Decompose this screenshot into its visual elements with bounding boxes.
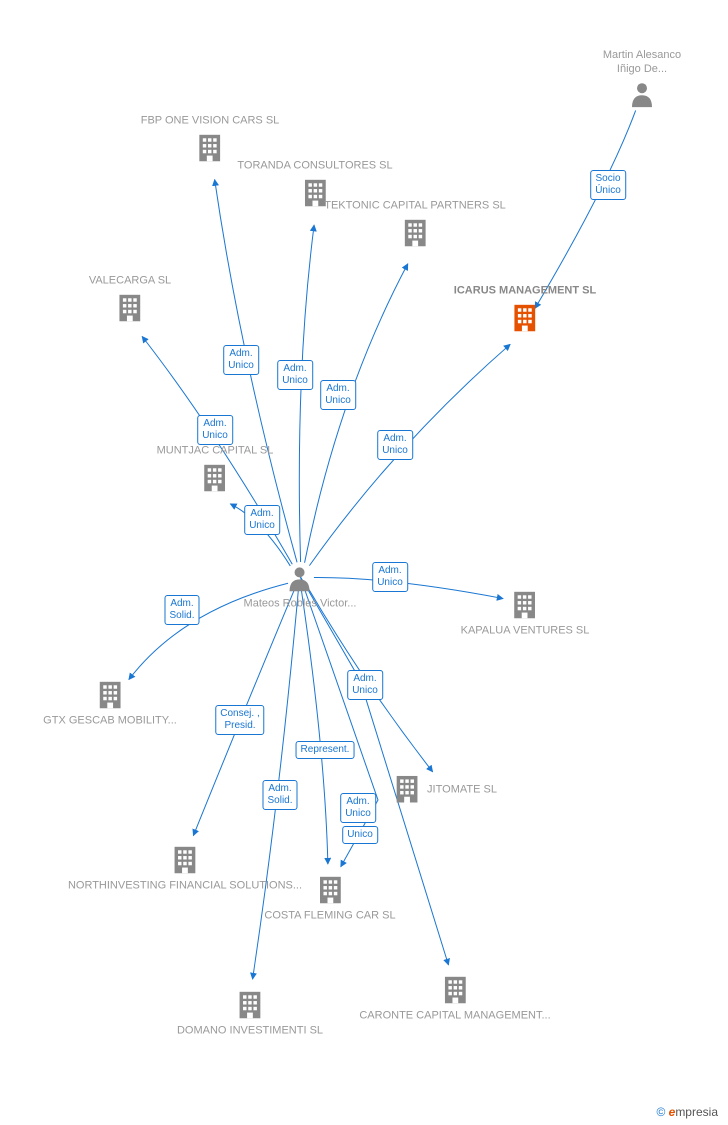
- person-icon: [244, 565, 357, 596]
- edge-label: Adm. Unico: [277, 360, 313, 390]
- person-node[interactable]: Mateos Robles Victor...: [244, 565, 357, 614]
- node-label: JITOMATE SL: [427, 783, 497, 797]
- edge: [299, 225, 314, 562]
- node-label: TORANDA CONSULTORES SL: [237, 158, 392, 172]
- node-label: ICARUS MANAGEMENT SL: [454, 283, 596, 297]
- company-node[interactable]: GTX GESCAB MOBILITY...: [43, 678, 177, 731]
- edge-label: Represent.: [296, 741, 355, 759]
- company-node[interactable]: ICARUS MANAGEMENT SL: [454, 283, 596, 336]
- network-canvas: Martin Alesanco Iñigo De... FBP ONE VISI…: [0, 0, 728, 1125]
- person-node[interactable]: Martin Alesanco Iñigo De...: [599, 48, 685, 112]
- edge-label: Consej. , Presid.: [215, 705, 264, 735]
- node-label: TEKTONIC CAPITAL PARTNERS SL: [324, 198, 506, 212]
- building-icon: [461, 588, 590, 623]
- node-label: CARONTE CAPITAL MANAGEMENT...: [359, 1008, 550, 1022]
- company-node[interactable]: MUNTJAC CAPITAL SL: [157, 443, 274, 496]
- edge-label: Adm. Unico: [244, 505, 280, 535]
- edge-label: Unico: [342, 826, 378, 844]
- person-icon: [599, 81, 685, 112]
- edge-label: Adm. Unico: [377, 430, 413, 460]
- node-label: COSTA FLEMING CAR SL: [264, 908, 395, 922]
- edge-label: Adm. Unico: [372, 562, 408, 592]
- edge-label: Adm. Unico: [320, 380, 356, 410]
- building-icon: [264, 873, 395, 908]
- node-label: GTX GESCAB MOBILITY...: [43, 713, 177, 727]
- copyright-symbol: ©: [656, 1105, 665, 1119]
- company-node[interactable]: COSTA FLEMING CAR SL: [264, 873, 395, 926]
- node-label: VALECARGA SL: [89, 273, 171, 287]
- building-icon: [157, 462, 274, 497]
- edge-label: Socio Único: [590, 170, 626, 200]
- edge-label: Adm. Solid.: [164, 595, 199, 625]
- edge-label: Adm. Solid.: [262, 780, 297, 810]
- edge-label: Adm. Unico: [223, 345, 259, 375]
- node-label: Martin Alesanco Iñigo De...: [599, 48, 685, 77]
- building-icon: [89, 292, 171, 327]
- node-label: FBP ONE VISION CARS SL: [141, 113, 280, 127]
- edge-label: Adm. Unico: [340, 793, 376, 823]
- footer-credit: © empresia: [656, 1105, 718, 1119]
- node-label: DOMANO INVESTIMENTI SL: [177, 1023, 323, 1037]
- building-icon: [324, 217, 506, 252]
- edge: [300, 576, 378, 867]
- edge: [535, 110, 636, 308]
- building-icon: [454, 302, 596, 337]
- node-label: KAPALUA VENTURES SL: [461, 623, 590, 637]
- edge-label: Adm. Unico: [197, 415, 233, 445]
- company-node[interactable]: DOMANO INVESTIMENTI SL: [177, 988, 323, 1041]
- node-label: Mateos Robles Victor...: [244, 596, 357, 610]
- company-node[interactable]: KAPALUA VENTURES SL: [461, 588, 590, 641]
- node-label: MUNTJAC CAPITAL SL: [157, 443, 274, 457]
- brand-rest: mpresia: [675, 1105, 718, 1119]
- company-node[interactable]: JITOMATE SL: [393, 773, 497, 808]
- company-node[interactable]: VALECARGA SL: [89, 273, 171, 326]
- building-icon: [43, 678, 177, 713]
- edge: [301, 590, 328, 864]
- building-icon: [177, 988, 323, 1023]
- building-icon: [359, 973, 550, 1008]
- edge: [305, 264, 408, 563]
- company-node[interactable]: TEKTONIC CAPITAL PARTNERS SL: [324, 198, 506, 251]
- building-icon: [393, 773, 421, 808]
- edge-label: Adm. Unico: [347, 670, 383, 700]
- company-node[interactable]: CARONTE CAPITAL MANAGEMENT...: [359, 973, 550, 1026]
